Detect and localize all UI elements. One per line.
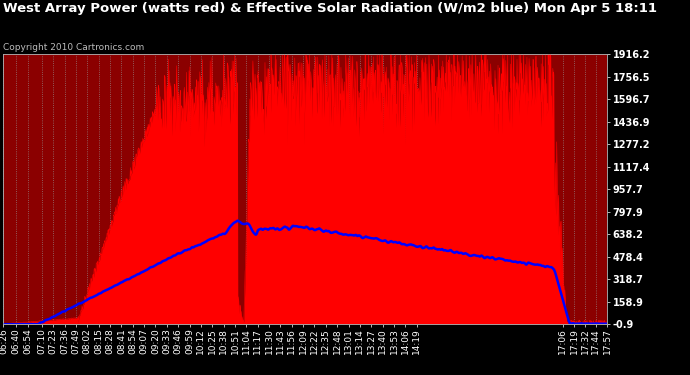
Text: Copyright 2010 Cartronics.com: Copyright 2010 Cartronics.com <box>3 43 145 52</box>
Text: West Array Power (watts red) & Effective Solar Radiation (W/m2 blue) Mon Apr 5 1: West Array Power (watts red) & Effective… <box>3 2 658 15</box>
